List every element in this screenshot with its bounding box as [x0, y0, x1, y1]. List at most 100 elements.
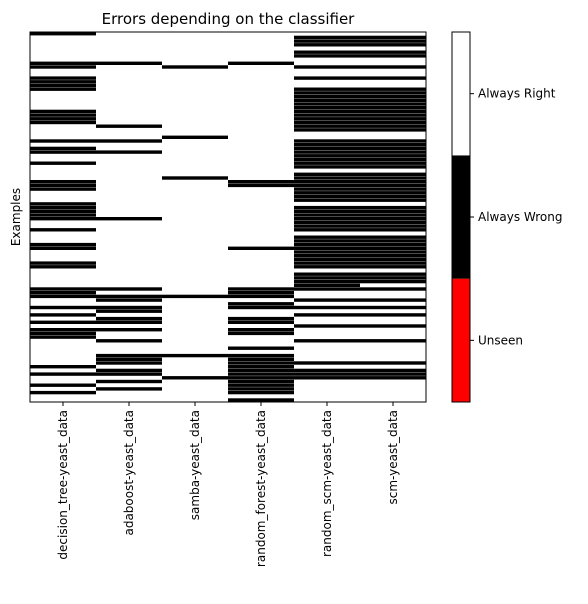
- wrong-cell: [360, 242, 426, 247]
- wrong-cell: [228, 376, 294, 380]
- wrong-cell: [360, 154, 426, 158]
- wrong-cell: [294, 339, 360, 343]
- wrong-cell: [228, 365, 294, 369]
- wrong-cell: [30, 246, 96, 250]
- wrong-cell: [30, 61, 96, 65]
- wrong-cell: [162, 65, 228, 69]
- wrong-cell: [96, 294, 162, 299]
- wrong-cell: [96, 61, 162, 65]
- wrong-cell: [360, 76, 426, 80]
- wrong-cell: [360, 272, 426, 276]
- wrong-cell: [360, 213, 426, 217]
- wrong-cell: [96, 139, 162, 143]
- wrong-cell: [360, 187, 426, 191]
- wrong-cell: [360, 157, 426, 162]
- wrong-cell: [294, 176, 360, 180]
- wrong-cell: [294, 150, 360, 154]
- wrong-cell: [360, 224, 426, 228]
- wrong-cell: [360, 65, 426, 69]
- wrong-cell: [228, 353, 294, 358]
- wrong-cell: [360, 313, 426, 317]
- colorbar: Unseen Always Wrong Always Right: [451, 31, 562, 403]
- wrong-cell: [294, 161, 360, 165]
- wrong-cell: [294, 43, 360, 47]
- wrong-cell: [294, 279, 360, 284]
- wrong-cell: [30, 209, 96, 213]
- x-tick-label: decision_tree-yeast_data: [56, 410, 70, 560]
- wrong-cell: [294, 146, 360, 151]
- wrong-cell: [30, 80, 96, 84]
- wrong-cell: [294, 224, 360, 228]
- x-tick-label: adaboost-yeast_data: [122, 410, 136, 536]
- wrong-cell: [30, 242, 96, 247]
- wrong-cell: [30, 320, 96, 324]
- wrong-cell: [96, 124, 162, 128]
- wrong-cell: [294, 187, 360, 191]
- wrong-cell: [294, 283, 360, 287]
- wrong-cell: [360, 372, 426, 376]
- wrong-cell: [294, 54, 360, 58]
- wrong-cell: [228, 287, 294, 291]
- wrong-cell: [294, 246, 360, 250]
- wrong-cell: [30, 76, 96, 80]
- wrong-cell: [294, 361, 360, 365]
- wrong-cell: [228, 368, 294, 373]
- wrong-cell: [294, 106, 360, 110]
- wrong-cell: [294, 198, 360, 202]
- wrong-cell: [360, 261, 426, 265]
- wrong-cell: [228, 387, 294, 391]
- wrong-cell: [294, 128, 360, 132]
- x-tick-label: scm-yeast_data: [386, 410, 400, 504]
- wrong-cell: [294, 228, 360, 232]
- wrong-cell: [360, 198, 426, 202]
- wrong-cell: [96, 309, 162, 313]
- wrong-cell: [294, 157, 360, 162]
- colorbar-segment: [452, 155, 470, 279]
- wrong-cell: [360, 220, 426, 225]
- wrong-cell: [360, 139, 426, 143]
- wrong-cell: [96, 372, 162, 376]
- wrong-cell: [294, 91, 360, 95]
- wrong-cell: [294, 109, 360, 114]
- wrong-cell: [360, 120, 426, 125]
- wrong-cell: [30, 202, 96, 206]
- wrong-cell: [30, 217, 96, 221]
- plot-frame: [29, 31, 427, 403]
- wrong-cell: [360, 235, 426, 239]
- wrong-cell: [360, 180, 426, 184]
- wrong-cell: [96, 357, 162, 361]
- wrong-cell: [294, 261, 360, 265]
- wrong-cell: [30, 372, 96, 376]
- wrong-cell: [228, 180, 294, 184]
- wrong-cell: [294, 305, 360, 310]
- wrong-cell: [294, 194, 360, 199]
- wrong-cell: [228, 372, 294, 376]
- wrong-cell: [360, 54, 426, 58]
- wrong-cell: [96, 305, 162, 310]
- wrong-cell: [294, 213, 360, 217]
- wrong-cell: [30, 32, 96, 36]
- wrong-cell: [228, 305, 294, 310]
- wrong-cell: [294, 183, 360, 188]
- wrong-cell: [294, 172, 360, 176]
- wrong-cell: [360, 117, 426, 121]
- wrong-cell: [360, 102, 426, 106]
- wrong-cell: [30, 87, 96, 91]
- wrong-cell: [96, 217, 162, 221]
- wrong-cell: [360, 246, 426, 250]
- wrong-cell: [360, 113, 426, 117]
- x-tick-label: samba-yeast_data: [188, 410, 202, 520]
- x-tick-label: random_forest-yeast_data: [254, 410, 268, 567]
- colorbar-segment: [452, 278, 470, 402]
- wrong-cell: [96, 150, 162, 154]
- wrong-cell: [228, 357, 294, 361]
- wrong-cell: [360, 150, 426, 154]
- wrong-cell: [30, 294, 96, 299]
- wrong-cell: [96, 320, 162, 324]
- wrong-cell: [30, 109, 96, 114]
- wrong-cell: [360, 165, 426, 169]
- wrong-cell: [30, 390, 96, 395]
- wrong-cell: [294, 180, 360, 184]
- wrong-cell: [294, 65, 360, 69]
- wrong-cell: [294, 139, 360, 143]
